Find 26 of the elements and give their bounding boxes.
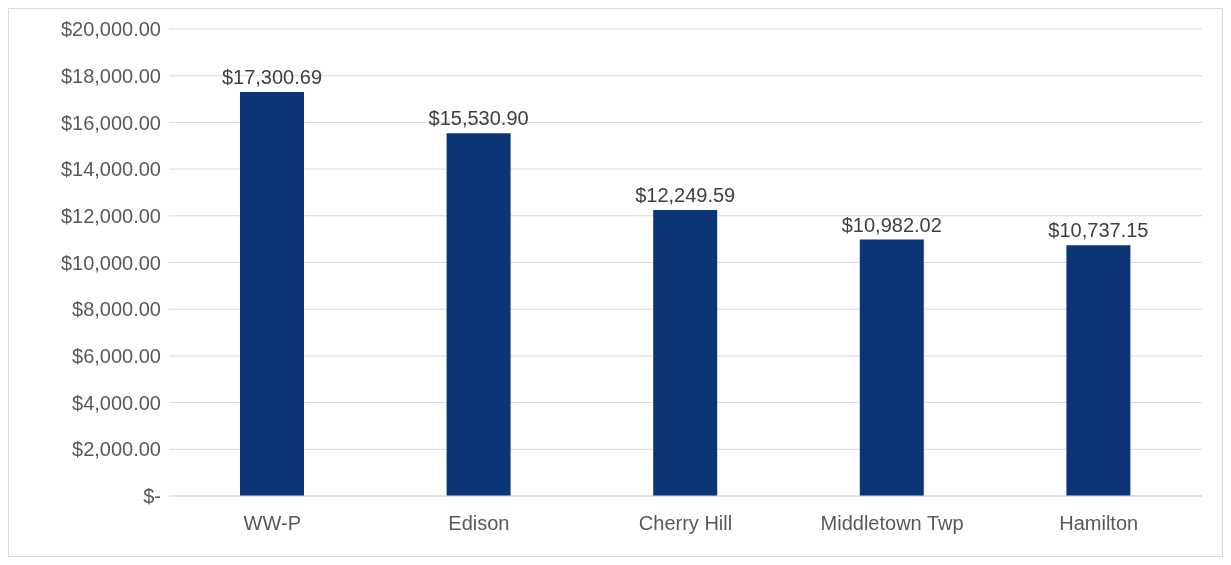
data-label: $12,249.59	[635, 183, 736, 206]
bar	[446, 133, 511, 496]
y-tick-label: $2,000.00	[72, 438, 161, 461]
y-tick-label: $12,000.00	[60, 204, 161, 227]
data-label: $10,737.15	[1048, 219, 1149, 242]
y-tick-label: $20,000.00	[60, 18, 161, 41]
y-tick-label: $6,000.00	[72, 345, 161, 367]
x-tick-label: Hamilton	[1059, 512, 1139, 535]
x-tick-label: Cherry Hill	[638, 512, 733, 535]
x-tick-label: Edison	[448, 512, 510, 535]
x-tick-label: Middletown Twp	[820, 512, 964, 535]
data-label: $15,530.90	[428, 107, 529, 130]
bar	[653, 209, 718, 496]
data-label: $10,982.02	[841, 213, 942, 236]
y-tick-label: $14,000.00	[60, 158, 161, 181]
y-tick-label: $8,000.00	[72, 298, 161, 321]
y-tick-label: $4,000.00	[72, 391, 161, 414]
y-tick-label: $10,000.00	[60, 251, 161, 274]
y-tick-label: $18,000.00	[60, 64, 161, 87]
data-label: $17,300.69	[221, 66, 323, 89]
y-tick-label: $-	[143, 485, 161, 508]
bar	[240, 92, 304, 496]
bar	[1066, 245, 1131, 496]
y-tick-label: $16,000.00	[60, 111, 161, 134]
x-tick-label: WW-P	[243, 512, 301, 535]
bar	[859, 239, 924, 496]
